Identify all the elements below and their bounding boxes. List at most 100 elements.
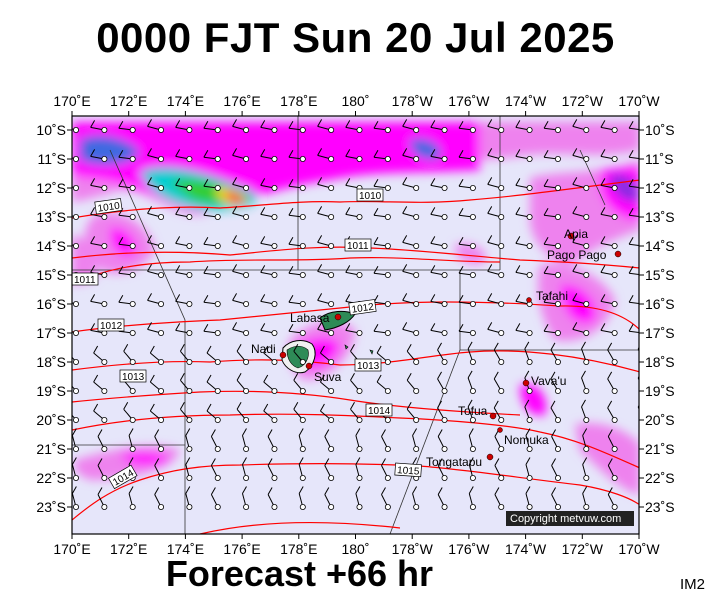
wind-barb [97, 458, 108, 481]
wind-barb [288, 150, 306, 162]
left-latitude-labels: 10˚S 11˚S 12˚S 13˚S 14˚S 15˚S 16˚S 17˚S 18˚S 19˚S… [36, 122, 66, 515]
wind-barb [543, 266, 561, 278]
bottom-lon-label: 172˚W [562, 541, 604, 557]
wind-barb [185, 486, 193, 510]
wind-barb [543, 121, 561, 134]
wind-barb [430, 178, 448, 191]
wind-barb [515, 149, 533, 162]
right-lat-label: 18˚S [645, 354, 675, 370]
wind-barb [149, 345, 165, 365]
left-lat-label: 19˚S [36, 383, 66, 399]
wind-barb [206, 374, 221, 394]
wind-barb [118, 179, 136, 191]
wind-barb [118, 295, 136, 307]
wind-barb [206, 403, 221, 423]
wind-barb [293, 373, 306, 394]
wind-barb [210, 458, 221, 481]
wind-barb [147, 293, 165, 307]
wind-barb [402, 119, 420, 134]
wind-barb [607, 342, 618, 365]
wind-barb [118, 121, 136, 134]
wind-barb [406, 402, 420, 423]
wind-barb [203, 295, 221, 307]
wind-barb [355, 428, 363, 452]
bottom-lon-label: 180˚ [341, 541, 369, 557]
forecast-label: Forecast +66 hr [165, 553, 434, 594]
wind-barb [118, 237, 136, 249]
place-pago-pago: Pago Pago [547, 248, 607, 262]
wind-barb [288, 324, 306, 336]
wind-barb [288, 266, 306, 278]
top-longitude-labels: 170˚E 172˚E 174˚E 176˚E 178˚E 180˚ 178˚W 176˚W 1… [53, 93, 660, 109]
wind-barb [147, 264, 165, 278]
right-lat-label: 17˚S [645, 325, 675, 341]
place-suva: Suva [314, 370, 342, 384]
wind-barb [550, 342, 561, 365]
wind-barb [550, 371, 561, 394]
wind-barb [93, 374, 108, 394]
wind-barb [581, 399, 590, 423]
wind-barb [147, 235, 165, 249]
wind-barb [628, 295, 639, 305]
wind-barb [241, 457, 250, 481]
wind-barb [72, 428, 80, 452]
wind-barb [406, 373, 420, 394]
bottom-lon-label: 170˚E [53, 541, 90, 557]
wind-barb [487, 206, 505, 220]
wind-barb [260, 236, 278, 249]
place-nomuka: Nomuka [504, 433, 549, 447]
top-lon-label: 176˚W [448, 93, 490, 109]
wind-barb [175, 323, 193, 336]
wind-barb [206, 345, 221, 365]
top-lon-label: 178˚W [392, 93, 434, 109]
wind-barb [232, 206, 250, 220]
wind-barb [72, 385, 80, 394]
wind-barb [572, 235, 590, 249]
wind-barb [179, 344, 193, 365]
wind-barb [175, 265, 193, 278]
wind-barb [582, 428, 590, 452]
top-lon-label: 170˚W [618, 93, 660, 109]
wind-barb [154, 487, 165, 510]
wind-barb [345, 207, 363, 220]
wind-barb [147, 119, 165, 134]
wind-barb [288, 208, 306, 220]
left-lat-label: 15˚S [36, 267, 66, 283]
wind-barb [402, 235, 420, 249]
place-markers [279, 232, 622, 461]
wind-barb [628, 150, 639, 160]
wind-barb [600, 294, 618, 307]
wind-barb [430, 236, 448, 249]
wind-barb [72, 329, 80, 336]
wind-barb [515, 265, 533, 278]
wind-barb [487, 322, 505, 336]
wind-barb [324, 429, 335, 452]
copyright-badge [506, 511, 634, 526]
wind-barb [203, 150, 221, 162]
left-lat-label: 17˚S [36, 325, 66, 341]
wind-barb [203, 208, 221, 220]
wind-barb [203, 324, 221, 336]
wind-barb [72, 300, 80, 307]
wind-barb [128, 428, 136, 452]
wind-barb [402, 264, 420, 278]
left-lat-label: 21˚S [36, 441, 66, 457]
wind-barb [93, 345, 108, 365]
place-vavau: Vava'u [531, 374, 566, 388]
wind-barb [350, 373, 363, 394]
grid-lines [72, 116, 639, 534]
isobar-label: 1011 [74, 275, 96, 286]
wind-barb [118, 150, 136, 162]
left-lat-label: 20˚S [36, 412, 66, 428]
wind-barb [260, 207, 278, 220]
bottom-lon-label: 176˚E [223, 541, 260, 557]
left-lat-label: 18˚S [36, 354, 66, 370]
wind-barb [467, 341, 476, 365]
wind-barb [232, 177, 250, 191]
wind-barb [430, 207, 448, 220]
wind-barb [210, 487, 221, 510]
wind-barb [600, 323, 618, 336]
wind-barb [118, 266, 136, 278]
isobar-label: 1010 [97, 201, 121, 215]
wind-barb [607, 400, 618, 423]
